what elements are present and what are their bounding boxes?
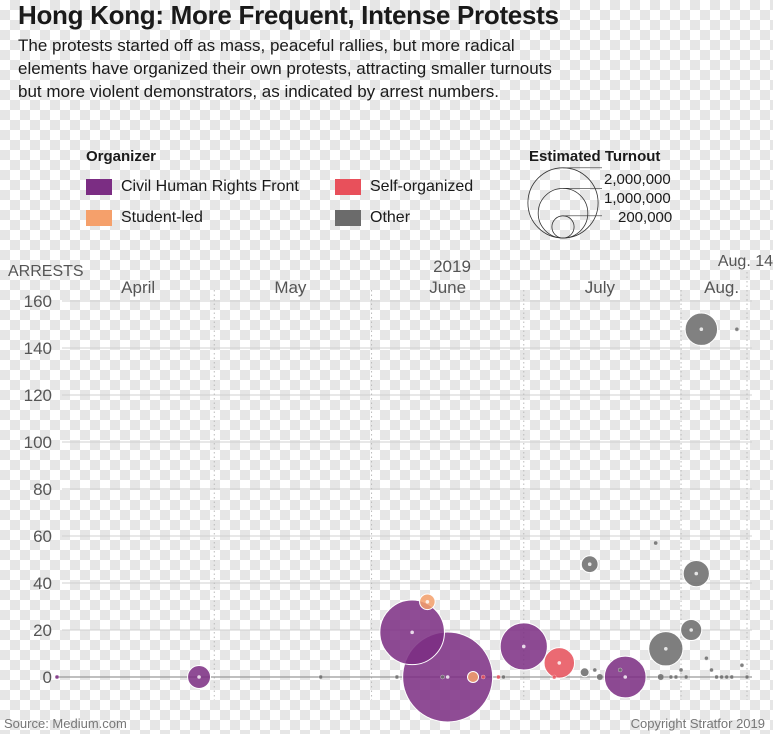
data-bubble <box>653 540 658 546</box>
month-label: Aug. <box>704 278 739 297</box>
data-bubble <box>318 674 323 680</box>
bubble-layer <box>54 312 750 723</box>
y-axis-title: ARRESTS <box>8 263 84 280</box>
bubble-center-dot <box>197 675 201 679</box>
legend-swatch <box>335 179 361 195</box>
bubble-center-dot <box>699 327 704 332</box>
data-bubble <box>481 674 486 680</box>
data-bubble <box>596 673 604 681</box>
legend-label: Self-organized <box>370 178 474 195</box>
legend-turnout-heading: Estimated Turnout <box>529 148 661 165</box>
month-label: June <box>429 278 466 297</box>
data-bubble <box>724 674 729 680</box>
subtitle-line: elements have organized their own protes… <box>18 59 552 78</box>
y-tick-label: 160 <box>24 292 52 311</box>
data-bubble <box>704 656 709 661</box>
data-bubble <box>552 674 557 680</box>
data-bubble <box>496 674 501 680</box>
chart-axes: 0 20 40 60 80 100 120 140 160 April May June July Aug… <box>8 253 773 687</box>
data-bubble <box>678 667 684 673</box>
legend-item-self-organized: Self-organized <box>335 178 473 196</box>
data-bubble <box>440 674 445 680</box>
data-bubble <box>673 674 679 680</box>
bubble-center-dot <box>623 675 628 679</box>
legend-label: Civil Human Rights Front <box>121 178 299 195</box>
data-bubble <box>501 674 506 680</box>
source-note: Source: Medium.com <box>4 716 127 731</box>
year-label: 2019 <box>433 257 471 276</box>
legend-item-other: Other <box>335 209 410 227</box>
subtitle-line: but more violent demonstrators, as indic… <box>18 82 499 101</box>
data-bubble <box>719 674 724 680</box>
turnout-legend-circle <box>551 215 575 239</box>
turnout-label-medium: 1,000,000 <box>604 190 671 207</box>
subtitle-line: The protests started off as mass, peacef… <box>18 36 515 55</box>
y-tick-label: 100 <box>24 433 52 452</box>
bubble-center-dot <box>425 600 430 604</box>
y-tick-label: 80 <box>33 480 52 499</box>
bubble-center-dot <box>410 630 414 635</box>
y-tick-label: 20 <box>33 621 52 640</box>
legend-organizer-heading: Organizer <box>86 148 157 165</box>
y-tick-label: 120 <box>24 386 52 405</box>
y-tick-label: 140 <box>24 339 52 358</box>
data-bubble <box>54 674 60 680</box>
legend-label: Other <box>370 209 411 226</box>
legend-swatch <box>86 210 112 226</box>
data-bubble <box>744 674 750 680</box>
bubble-center-dot <box>689 628 693 632</box>
legend-swatch <box>86 179 112 195</box>
data-bubble <box>683 674 689 680</box>
legend-item-student-led: Student-led <box>86 209 203 227</box>
bubble-center-dot <box>557 661 562 665</box>
y-tick-label: 60 <box>33 527 52 546</box>
bubble-center-dot <box>521 644 526 649</box>
bubble-center-dot <box>694 571 699 576</box>
data-bubble <box>579 667 590 678</box>
y-tick-label: 0 <box>43 668 52 687</box>
data-bubble <box>657 673 665 681</box>
data-bubble <box>734 327 740 332</box>
bubble-center-dot <box>445 675 450 679</box>
legend-item-chrf: Civil Human Rights Front <box>86 178 299 196</box>
data-bubble <box>714 674 719 680</box>
turnout-legend-circle <box>537 187 589 239</box>
chart-subtitle: The protests started off as mass, peacef… <box>18 34 638 103</box>
data-bubble <box>668 674 674 680</box>
turnout-legend-circle <box>527 167 599 239</box>
month-label: July <box>585 278 616 297</box>
data-bubble <box>729 674 734 680</box>
turnout-label-small: 200,000 <box>618 209 673 226</box>
legend-label: Student-led <box>121 209 203 226</box>
y-tick-label: 40 <box>33 574 52 593</box>
data-bubble <box>739 663 745 668</box>
data-bubble <box>709 667 714 673</box>
data-bubble <box>394 674 400 680</box>
data-bubble <box>618 667 623 673</box>
chart-grid <box>62 272 752 700</box>
bubble-center-dot <box>664 647 668 651</box>
copyright-note: Copyright Stratfor 2019 <box>630 716 765 731</box>
month-label: April <box>121 278 155 297</box>
legend-swatch <box>335 210 361 226</box>
bubble-center-dot <box>587 562 592 566</box>
data-bubble <box>467 670 480 684</box>
turnout-size-legend <box>527 167 602 239</box>
month-label: May <box>274 278 307 297</box>
chart-title: Hong Kong: More Frequent, Intense Protes… <box>18 0 559 30</box>
turnout-label-large: 2,000,000 <box>604 171 671 188</box>
data-bubble <box>592 667 597 673</box>
end-date-label: Aug. 14 <box>718 253 773 270</box>
